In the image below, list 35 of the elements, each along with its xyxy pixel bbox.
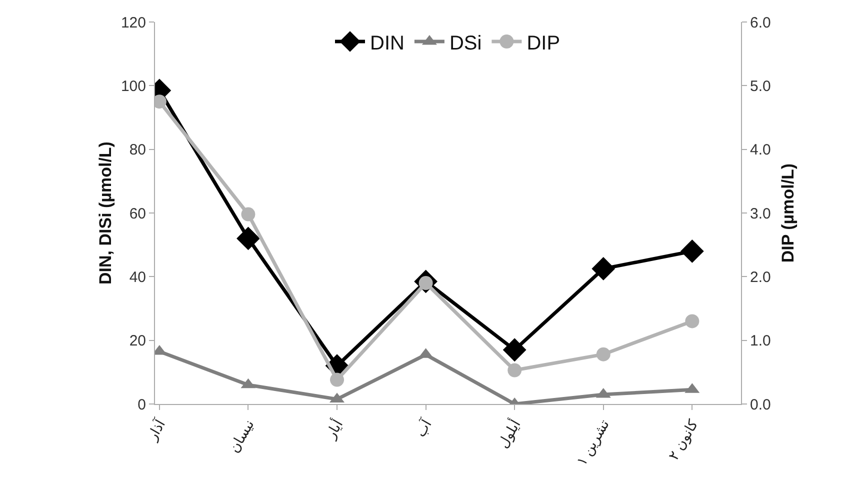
y2-tick-label: 6.0: [750, 14, 771, 32]
x-tick-label: أيار: [321, 416, 347, 442]
y2-tick-label: 5.0: [750, 78, 771, 95]
y-tick-label: 0: [138, 396, 146, 414]
y-tick-label: 40: [129, 268, 146, 286]
y-tick-label: 20: [129, 332, 146, 350]
point: [236, 226, 260, 250]
y-tick-label: 60: [129, 205, 146, 222]
point: [680, 240, 704, 263]
y2-tick-label: 3.0: [750, 205, 771, 222]
point: [592, 257, 616, 280]
point: [502, 338, 526, 362]
point: [508, 363, 522, 378]
legend-label: DIN: [370, 32, 404, 54]
point: [241, 207, 256, 222]
legend-label: DIP: [526, 32, 560, 54]
x-tick-label: آب: [411, 415, 436, 440]
y2-tick-label: 4.0: [750, 142, 771, 159]
point: [596, 347, 610, 362]
y-axis-title: DIN, DISi (µmol/L): [96, 142, 115, 284]
y2-tick-label: 0.0: [750, 396, 771, 414]
point: [685, 314, 700, 328]
point: [330, 372, 344, 387]
y-tick-label: 120: [120, 14, 146, 32]
x-tick-label: كانون ٢: [665, 416, 702, 464]
legend-label: DSi: [449, 32, 482, 54]
y-tick-label: 80: [129, 142, 146, 159]
x-tick-label: آذار: [142, 415, 170, 444]
y2-axis-title: DIP (µmol/L): [778, 163, 798, 263]
y-tick-label: 100: [120, 78, 146, 95]
y2-tick-label: 2.0: [750, 268, 771, 286]
x-tick-label: أيلول: [494, 416, 524, 452]
x-tick-label: تشرين ١: [573, 416, 613, 469]
y2-tick-label: 1.0: [750, 332, 771, 350]
x-tick-label: نيسان: [225, 416, 257, 456]
